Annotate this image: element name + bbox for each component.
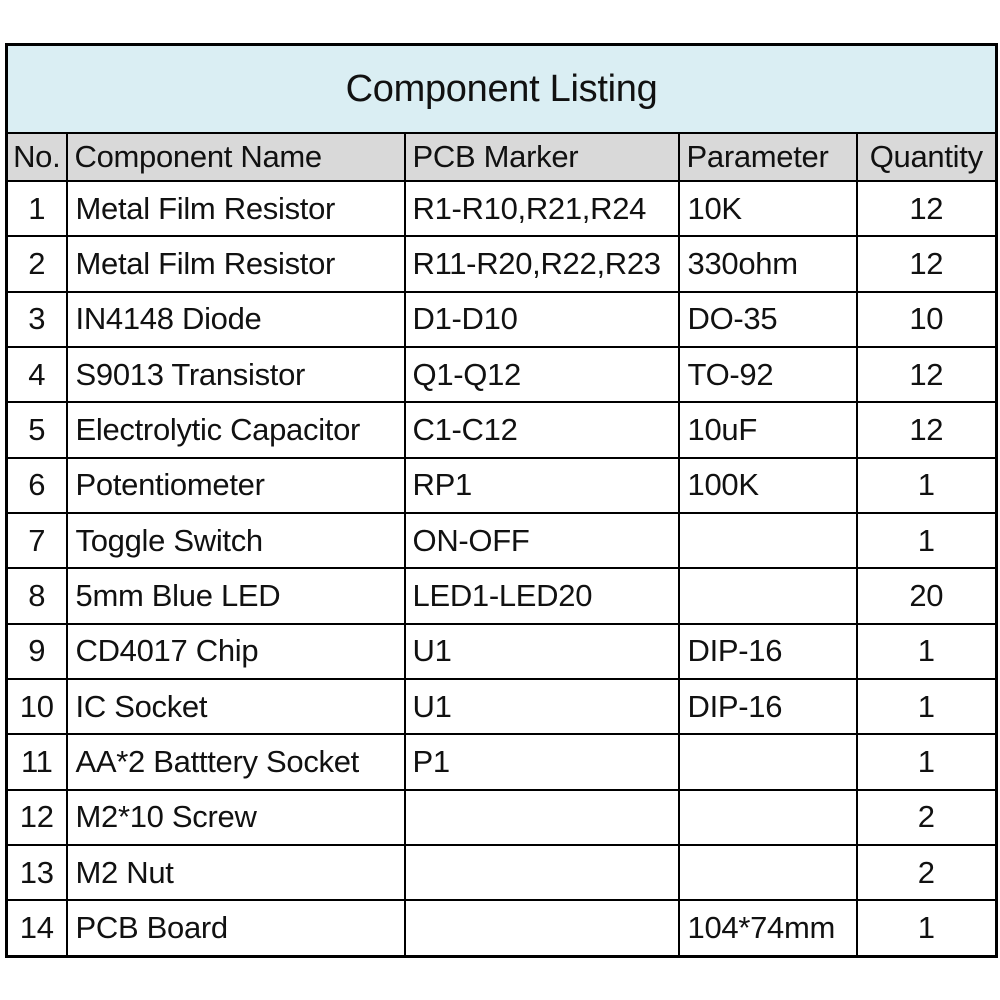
cell-parameter: 104*74mm [677,899,858,958]
cell-quantity: 12 [855,179,998,238]
cell-no: 4 [5,345,68,404]
column-header-component-name: Component Name [65,132,406,182]
cell-pcb-marker: D1-D10 [403,290,680,348]
column-header-no: No. [5,132,68,182]
cell-pcb-marker: LED1-LED20 [403,567,680,625]
table-row: 9 CD4017 Chip U1 DIP-16 1 [5,622,998,680]
table-row: 6 Potentiometer RP1 100K 1 [5,456,998,514]
cell-parameter: DIP-16 [677,677,858,736]
cell-quantity: 1 [855,733,998,791]
cell-parameter [677,567,858,625]
table-row: 13 M2 Nut 2 [5,843,998,902]
cell-component-name: IC Socket [65,677,406,736]
table-body: 1 Metal Film Resistor R1-R10,R21,R24 10K 12 2… [5,179,998,958]
cell-pcb-marker [403,843,680,902]
cell-component-name: 5mm Blue LED [65,567,406,625]
cell-component-name: Metal Film Resistor [65,235,406,293]
table-row: 7 Toggle Switch ON-OFF 1 [5,511,998,570]
table-row: 12 M2*10 Screw 2 [5,788,998,846]
cell-parameter [677,733,858,791]
cell-no: 11 [5,733,68,791]
header-row: No. Component Name PCB Marker Parameter … [5,132,998,182]
table-row: 14 PCB Board 104*74mm 1 [5,899,998,958]
column-header-parameter: Parameter [677,132,858,182]
table-row: 1 Metal Film Resistor R1-R10,R21,R24 10K 12 [5,179,998,238]
table-row: 3 IN4148 Diode D1-D10 DO-35 10 [5,290,998,348]
cell-parameter: 330ohm [677,235,858,293]
column-header-quantity: Quantity [855,132,998,182]
table-row: 4 S9013 Transistor Q1-Q12 TO-92 12 [5,345,998,404]
cell-pcb-marker [403,899,680,958]
cell-no: 8 [5,567,68,625]
cell-pcb-marker: R1-R10,R21,R24 [403,179,680,238]
cell-no: 5 [5,401,68,459]
cell-component-name: M2*10 Screw [65,788,406,846]
cell-no: 12 [5,788,68,846]
cell-component-name: M2 Nut [65,843,406,902]
cell-component-name: Potentiometer [65,456,406,514]
component-listing-table: Component Listing No. Component Name PCB… [5,43,999,958]
cell-pcb-marker: R11-R20,R22,R23 [403,235,680,293]
table-row: 5 Electrolytic Capacitor C1-C12 10uF 12 [5,401,998,459]
cell-no: 10 [5,677,68,736]
cell-no: 1 [5,179,68,238]
cell-parameter [677,511,858,570]
cell-quantity: 12 [855,235,998,293]
cell-component-name: Toggle Switch [65,511,406,570]
cell-no: 9 [5,622,68,680]
cell-parameter [677,788,858,846]
cell-quantity: 12 [855,401,998,459]
page-title: Component Listing [5,43,998,134]
cell-quantity: 1 [855,456,998,514]
cell-parameter: 100K [677,456,858,514]
cell-quantity: 1 [855,622,998,680]
cell-quantity: 10 [855,290,998,348]
cell-quantity: 12 [855,345,998,404]
cell-pcb-marker: U1 [403,677,680,736]
cell-pcb-marker: Q1-Q12 [403,345,680,404]
cell-parameter: 10K [677,179,858,238]
cell-pcb-marker: ON-OFF [403,511,680,570]
cell-quantity: 1 [855,899,998,958]
cell-parameter [677,843,858,902]
cell-pcb-marker: C1-C12 [403,401,680,459]
cell-no: 7 [5,511,68,570]
cell-quantity: 20 [855,567,998,625]
cell-component-name: PCB Board [65,899,406,958]
cell-quantity: 2 [855,843,998,902]
cell-component-name: Metal Film Resistor [65,179,406,238]
cell-pcb-marker: P1 [403,733,680,791]
cell-quantity: 2 [855,788,998,846]
cell-no: 6 [5,456,68,514]
table-row: 10 IC Socket U1 DIP-16 1 [5,677,998,736]
cell-pcb-marker: RP1 [403,456,680,514]
cell-component-name: S9013 Transistor [65,345,406,404]
table-row: 11 AA*2 Batttery Socket P1 1 [5,733,998,791]
column-header-pcb-marker: PCB Marker [403,132,680,182]
cell-quantity: 1 [855,511,998,570]
cell-parameter: DO-35 [677,290,858,348]
cell-no: 3 [5,290,68,348]
cell-component-name: Electrolytic Capacitor [65,401,406,459]
cell-component-name: CD4017 Chip [65,622,406,680]
cell-no: 2 [5,235,68,293]
cell-component-name: IN4148 Diode [65,290,406,348]
cell-pcb-marker [403,788,680,846]
cell-parameter: TO-92 [677,345,858,404]
table-row: 8 5mm Blue LED LED1-LED20 20 [5,567,998,625]
cell-quantity: 1 [855,677,998,736]
cell-no: 14 [5,899,68,958]
cell-no: 13 [5,843,68,902]
table-row: 2 Metal Film Resistor R11-R20,R22,R23 330oh… [5,235,998,293]
title-row: Component Listing [5,43,998,134]
cell-parameter: DIP-16 [677,622,858,680]
cell-component-name: AA*2 Batttery Socket [65,733,406,791]
cell-parameter: 10uF [677,401,858,459]
cell-pcb-marker: U1 [403,622,680,680]
